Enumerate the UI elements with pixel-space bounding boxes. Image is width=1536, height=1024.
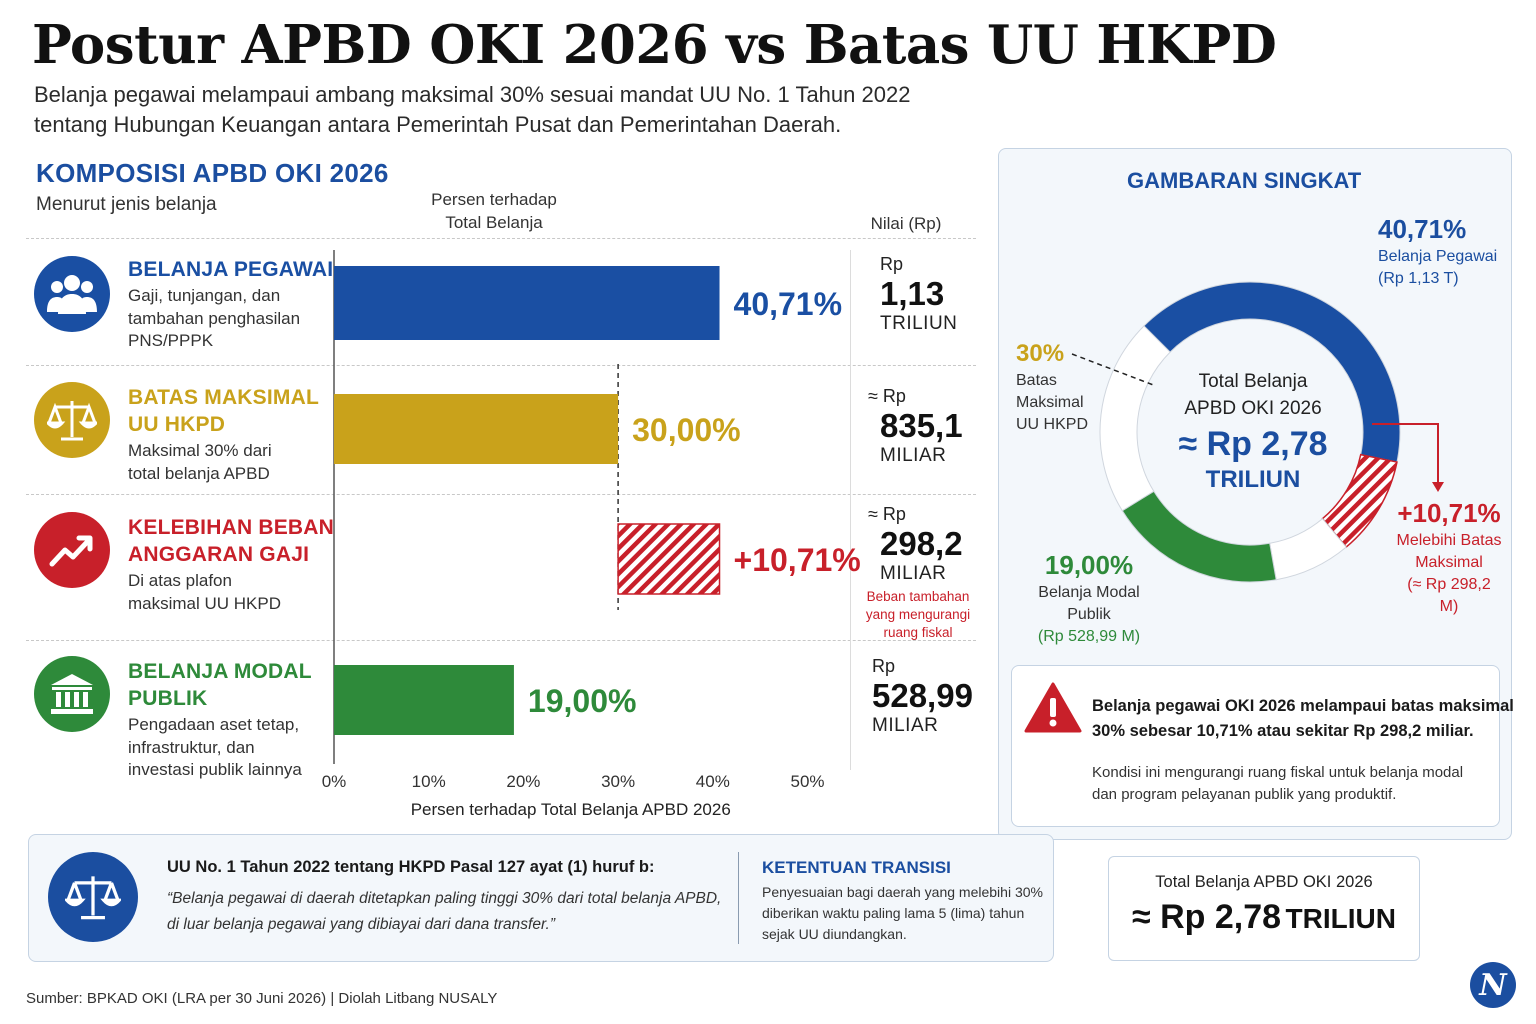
x-tick-label: 30%: [601, 772, 635, 791]
law-scale-icon: [48, 852, 138, 942]
scale-icon: [34, 382, 110, 458]
bar-2: [334, 394, 619, 464]
section-title: KOMPOSISI APBD OKI 2026: [36, 158, 389, 188]
publisher-logo: N: [1470, 962, 1516, 1008]
x-tick-label: 40%: [696, 772, 730, 791]
row-kelebihan-beban-value: ≈ Rp 298,2 MILIAR: [868, 504, 963, 584]
donut-label-modal: 19,00% Belanja Modal Publik (Rp 528,99 M…: [1037, 550, 1141, 645]
bar-1: [334, 266, 720, 340]
row-separator: [26, 365, 976, 366]
total-box: Total Belanja APBD OKI 2026 ≈ Rp 2,78 TR…: [1108, 856, 1420, 961]
row-batas-maksimal-label: BATAS MAKSIMAL UU HKPD Maksimal 30% dari…: [128, 386, 320, 483]
value-column-divider: [850, 250, 851, 770]
warning-text: Belanja pegawai OKI 2026 melampaui batas…: [1092, 697, 1514, 740]
bar-value-label-2: 30,00%: [632, 412, 741, 448]
donut-label-lebih: +10,71% Melebihi Batas Maksimal (≈ Rp 29…: [1396, 498, 1502, 615]
law-box: [28, 834, 1054, 962]
batas-leader-line: [1071, 353, 1157, 387]
bar-chart: 40,71% 30,00% +10,71% 19,00% 0% 10% 20% 30% 40% 5…: [322, 250, 860, 819]
section-subtitle: Menurut jenis belanja: [36, 194, 217, 215]
donut-label-pegawai: 40,71% Belanja Pegawai (Rp 1,13 T): [1378, 214, 1498, 287]
people-icon: [34, 256, 110, 332]
bar-value-label-1: 40,71%: [734, 286, 843, 322]
source-note: Sumber: BPKAD OKI (LRA per 30 Juni 2026)…: [26, 990, 498, 1007]
trend-up-icon: [34, 512, 110, 588]
bar-value-label-4: 19,00%: [528, 683, 637, 719]
warning-subtext: Kondisi ini mengurangi ruang fiskal untu…: [1092, 764, 1464, 803]
column-header-value: Nilai (Rp): [870, 214, 942, 233]
bar-4: [334, 665, 514, 735]
x-tick-label: 0%: [322, 772, 347, 791]
column-header-percent: Persen terhadap Total Belanja: [431, 190, 557, 232]
total-label: Total Belanja APBD OKI 2026: [1155, 873, 1373, 891]
row-kelebihan-beban-label: KELEBIHAN BEBAN ANGGARAN GAJI Di atas pl…: [128, 516, 335, 613]
donut-label-batas: 30% Batas Maksimal UU HKPD: [1016, 340, 1089, 433]
law-heading: UU No. 1 Tahun 2022 tentang HKPD Pasal 1…: [167, 858, 655, 876]
warning-box: [1011, 665, 1500, 827]
page-title: Postur APBD OKI 2026 vs Batas UU HKPD: [32, 14, 1277, 76]
x-tick-label: 10%: [412, 772, 446, 791]
row-separator: [26, 494, 976, 495]
x-tick-label: 50%: [790, 772, 824, 791]
law-divider: [738, 852, 739, 944]
donut-center: Total Belanja APBD OKI 2026 ≈ Rp 2,78 TR…: [1178, 371, 1328, 493]
transition-text: Penyesuaian bagi daerah yang melebihi 30…: [762, 884, 1043, 942]
row-kelebihan-note: Beban tambahan yang mengurangi ruang fis…: [865, 589, 971, 640]
building-icon: [34, 656, 110, 732]
bar-value-label-3: +10,71%: [734, 542, 860, 578]
row-batas-maksimal-value: ≈ Rp 835,1 MILIAR: [868, 386, 963, 466]
x-axis-label: Persen terhadap Total Belanja APBD 2026: [411, 800, 731, 819]
donut-slice-1: [1143, 281, 1401, 463]
row-belanja-pegawai-value: Rp 1,13 TRILIUN: [880, 254, 958, 334]
warning-icon: [1024, 682, 1082, 733]
total-value: ≈ Rp 2,78 TRILIUN: [1132, 898, 1396, 936]
row-separator: [26, 640, 976, 641]
x-tick-label: 20%: [506, 772, 540, 791]
row-belanja-pegawai-label: BELANJA PEGAWAI Gaji, tunjangan, dan tam…: [128, 258, 334, 350]
law-quote: “Belanja pegawai di daerah ditetapkan pa…: [167, 890, 722, 933]
panel-title: GAMBARAN SINGKAT: [1127, 168, 1362, 193]
row-separator: [26, 238, 976, 239]
bar-3: [617, 523, 721, 595]
row-belanja-modal-value: Rp 528,99 MILIAR: [872, 656, 973, 736]
row-belanja-modal-label: BELANJA MODAL PUBLIK Pengadaan aset teta…: [128, 660, 312, 779]
lebih-arrow: [1372, 423, 1444, 492]
page-subtitle: Belanja pegawai melampaui ambang maksima…: [34, 82, 911, 137]
transition-title: KETENTUAN TRANSISI: [762, 858, 951, 877]
